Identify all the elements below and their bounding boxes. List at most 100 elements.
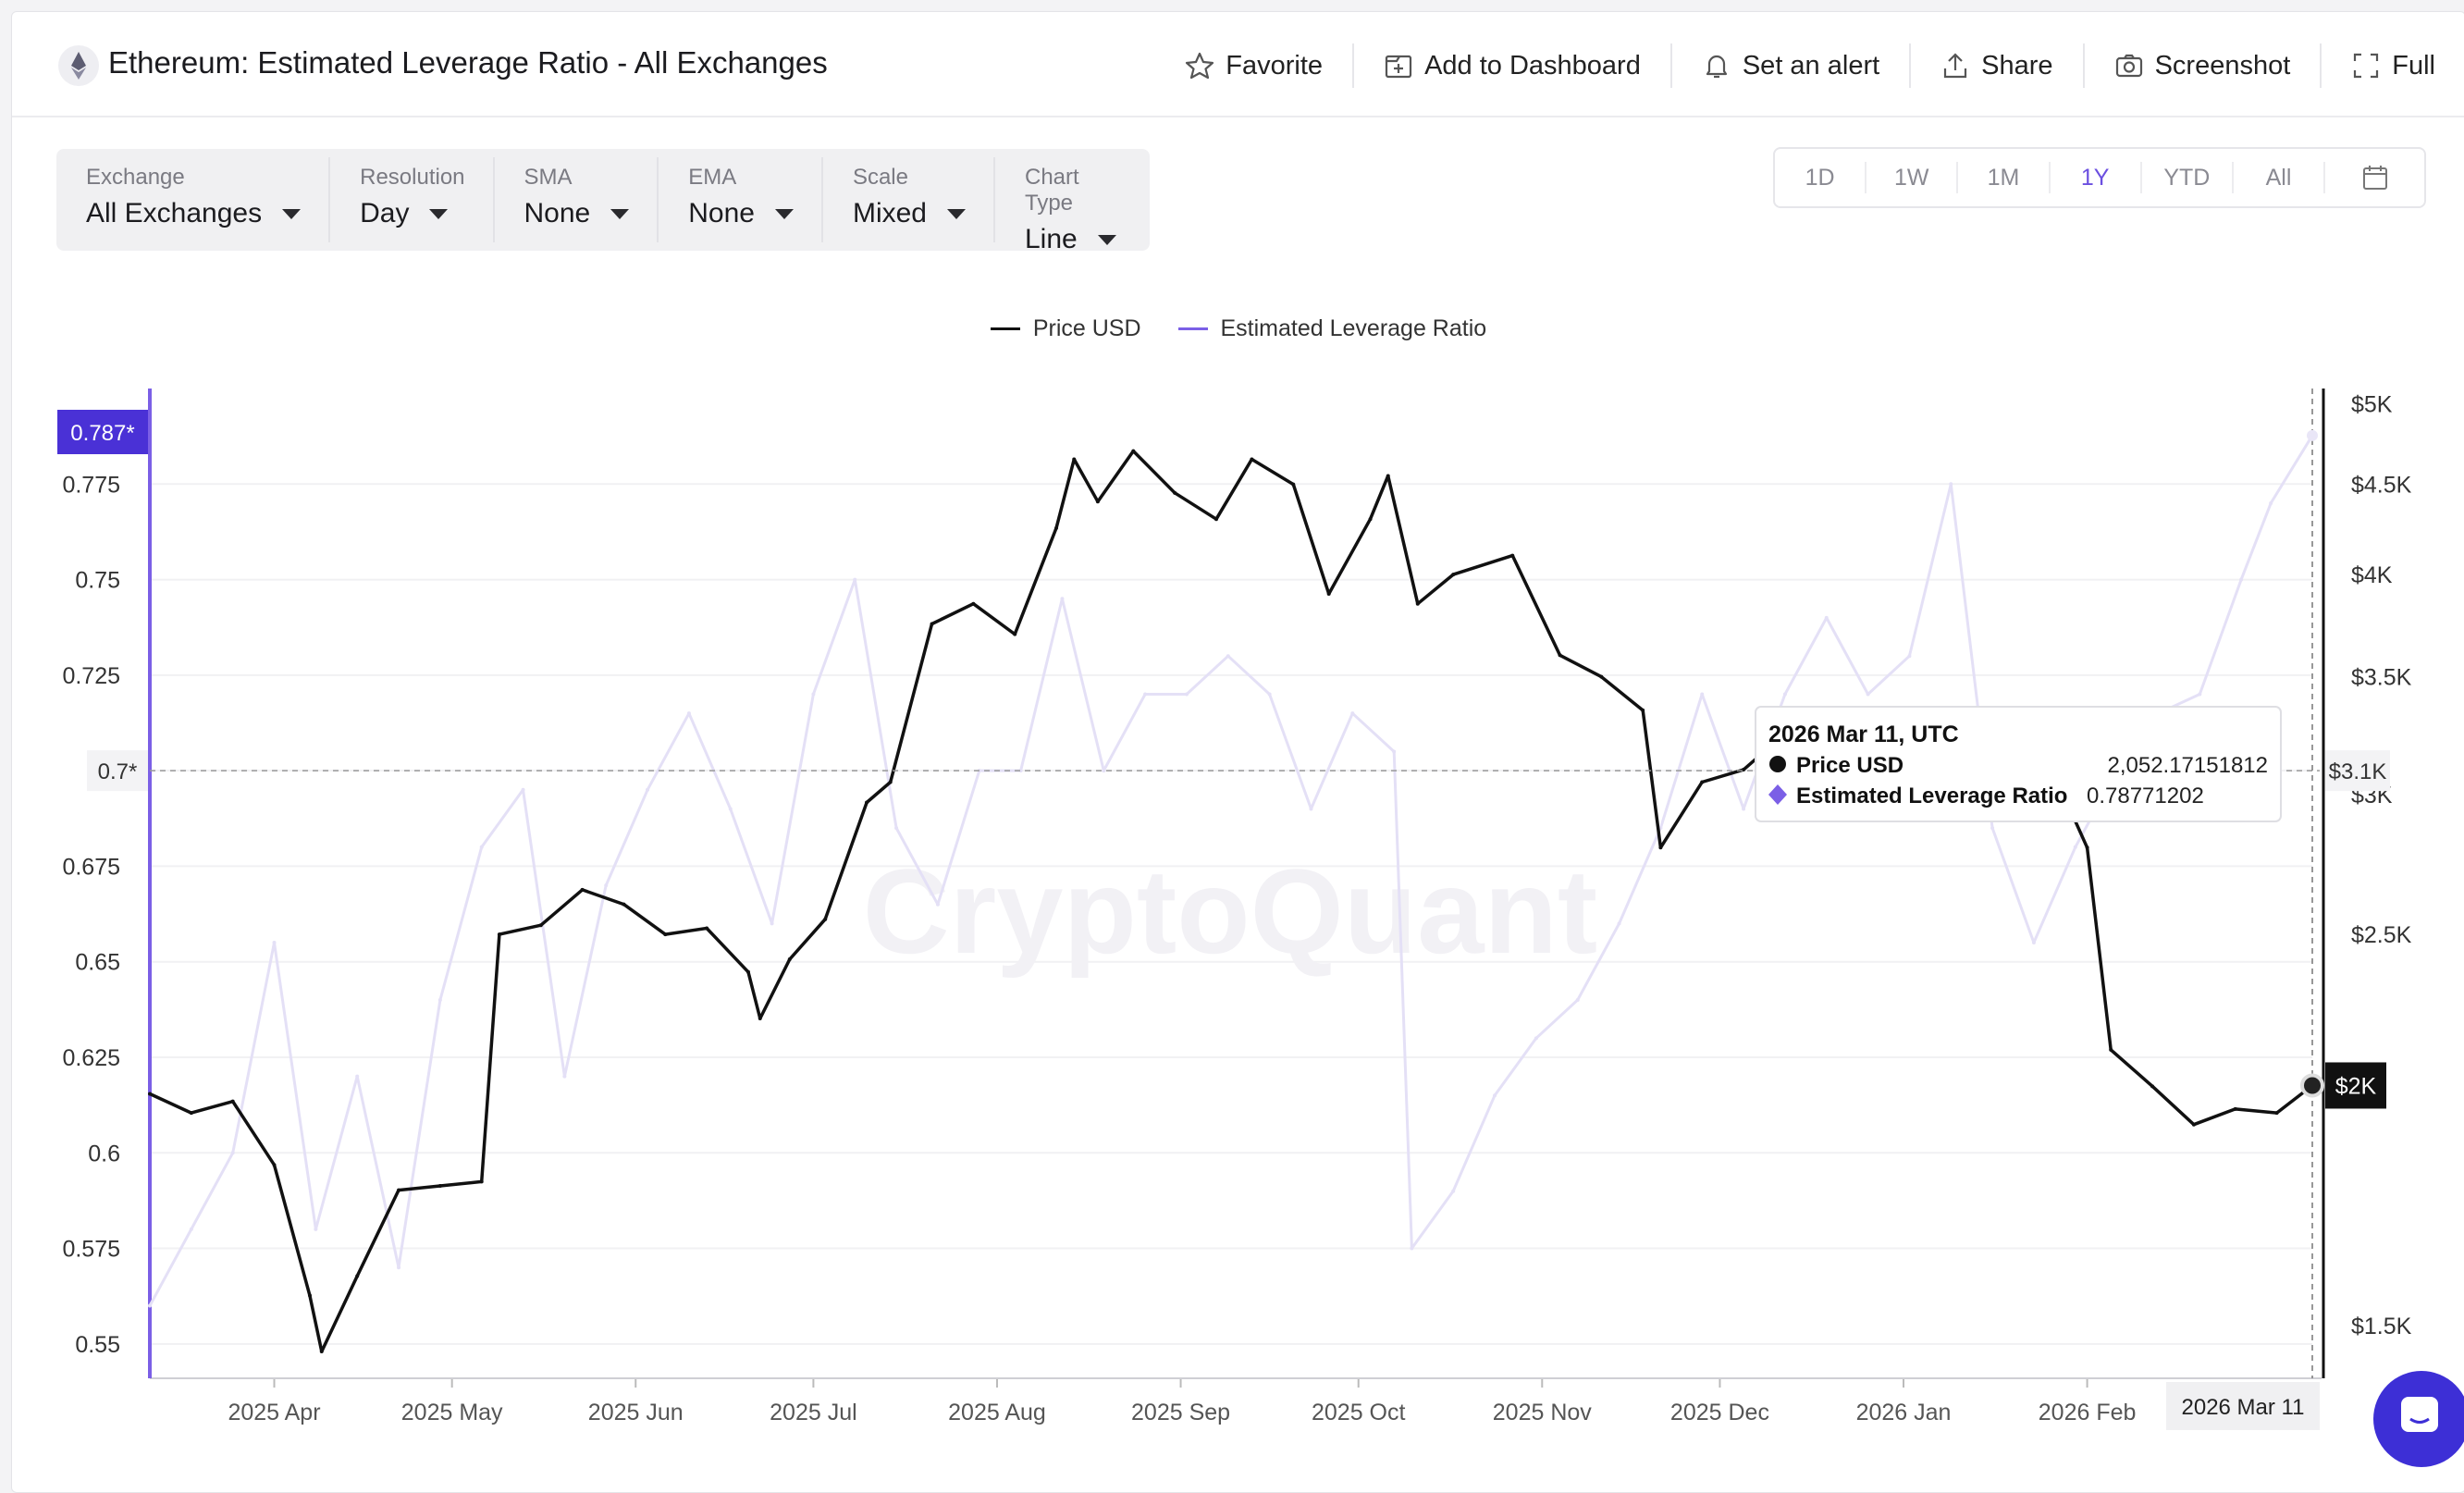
range-all-button[interactable]: All	[2234, 162, 2326, 193]
x-tick-label: 2025 May	[401, 1400, 503, 1425]
legend-label-price: Price USD	[1032, 315, 1141, 341]
x-tick-label: 2025 Dec	[1670, 1400, 1769, 1425]
cursor-badge-left	[57, 410, 148, 454]
share-button[interactable]: Share	[1909, 43, 2082, 88]
exchange-select[interactable]: Exchange All Exchanges	[56, 157, 331, 242]
price-point	[1095, 500, 1100, 504]
sma-select[interactable]: SMA None	[495, 157, 659, 242]
price-point	[1131, 449, 1136, 453]
range-1w-button[interactable]: 1W	[1866, 162, 1959, 193]
set-alert-button[interactable]: Set an alert	[1669, 43, 1909, 88]
leverage-point	[1866, 692, 1870, 697]
range-1m-button[interactable]: 1M	[1958, 162, 2051, 193]
caret-down-icon	[282, 208, 302, 219]
legend-item-price[interactable]: Price USD	[990, 315, 1141, 342]
price-point	[1013, 632, 1017, 636]
fullscreen-icon	[2354, 53, 2379, 79]
range-1y-button[interactable]: 1Y	[2051, 162, 2142, 193]
price-point	[1599, 674, 1604, 679]
price-point	[1250, 457, 1254, 462]
scale-select-value: Mixed	[852, 198, 927, 228]
cursor-badge-right	[2325, 1062, 2386, 1109]
leverage-point	[1742, 807, 1746, 811]
chart-type-select-value: Line	[1024, 224, 1078, 254]
tooltip-leverage-name: Estimated Leverage Ratio	[1796, 784, 2067, 808]
chart-type-select[interactable]: Chart Type Line	[995, 157, 1150, 254]
range-1d-button[interactable]: 1D	[1775, 162, 1867, 193]
y-right-tick-label: $5K	[2351, 391, 2393, 417]
leverage-point	[479, 845, 484, 849]
screenshot-label: Screenshot	[2154, 50, 2291, 80]
leverage-point	[1493, 1093, 1497, 1098]
price-point	[580, 887, 585, 892]
y-right-tick-label: $2.5K	[2351, 922, 2412, 948]
price-point	[355, 1274, 360, 1278]
price-point	[930, 622, 934, 626]
favorite-button[interactable]: Favorite	[1155, 43, 1352, 88]
chart-legend: Price USD Estimated Leverage Ratio	[12, 315, 2464, 342]
x-tick-label: 2025 Jun	[588, 1400, 684, 1425]
y-left-tick-label: 0.725	[62, 663, 120, 689]
leverage-point	[1309, 807, 1313, 811]
leverage-point	[1534, 1036, 1538, 1041]
filter-bar: Exchange All Exchanges Resolution Day SM…	[56, 149, 1150, 254]
cursor-point-price	[2300, 1073, 2324, 1098]
cursor-badge-right-label: $2K	[2335, 1073, 2377, 1099]
fullscreen-button[interactable]: Full	[2320, 43, 2464, 88]
x-tick-label: 2025 Nov	[1493, 1400, 1593, 1425]
leverage-point	[1617, 921, 1621, 926]
tooltip-price-value: 2,052.17151812	[2107, 753, 2268, 778]
screenshot-button[interactable]: Screenshot	[2082, 43, 2321, 88]
legend-item-leverage[interactable]: Estimated Leverage Ratio	[1177, 315, 1486, 342]
range-ytd-button[interactable]: YTD	[2142, 162, 2234, 193]
time-range-selector: 1D 1W 1M 1Y YTD All	[1773, 147, 2426, 208]
y-left-tick-label: 0.65	[75, 950, 120, 976]
x-tick-label: 2025 Sep	[1131, 1400, 1230, 1425]
leverage-point	[437, 998, 442, 1003]
x-tick-label: 2026 Feb	[2039, 1400, 2137, 1425]
y-right-tick-label: $3.5K	[2351, 665, 2412, 691]
fullscreen-label: Full	[2392, 50, 2435, 80]
sma-select-label: SMA	[524, 165, 573, 190]
caret-down-icon	[946, 208, 966, 219]
leverage-point	[1949, 482, 1953, 487]
leverage-point	[1990, 826, 1995, 831]
watermark: CryptoQuant	[863, 844, 1597, 979]
price-point	[1291, 482, 1296, 487]
leverage-point	[604, 883, 609, 888]
chat-support-button[interactable]	[2373, 1371, 2464, 1467]
resolution-select[interactable]: Resolution Day	[330, 157, 495, 242]
tooltip-leverage-marker	[1768, 784, 1787, 805]
leverage-point	[2198, 692, 2202, 697]
resolution-select-label: Resolution	[360, 165, 465, 190]
cursor-date-badge	[2166, 1382, 2320, 1430]
leverage-point	[894, 826, 899, 831]
price-point	[823, 917, 828, 921]
exchange-select-value: All Exchanges	[86, 198, 263, 228]
leverage-point	[1350, 711, 1355, 716]
add-to-dashboard-button[interactable]: Add to Dashboard	[1352, 43, 1670, 88]
calendar-icon	[2362, 166, 2387, 190]
resolution-select-value: Day	[360, 198, 410, 228]
share-label: Share	[1981, 50, 2053, 80]
price-point	[1742, 768, 1746, 772]
price-point	[971, 601, 976, 606]
legend-swatch-price	[990, 327, 1020, 330]
y-left-tick-label: 0.775	[62, 472, 120, 498]
price-point	[1386, 474, 1390, 478]
calendar-button[interactable]	[2325, 162, 2424, 193]
chart-header: Ethereum: Estimated Leverage Ratio - All…	[12, 12, 2464, 117]
scale-select[interactable]: Scale Mixed	[823, 157, 995, 242]
price-point	[1658, 845, 1663, 850]
leverage-point	[1410, 1246, 1414, 1251]
leverage-point	[2269, 500, 2273, 505]
price-point	[1415, 601, 1420, 606]
y-left-tick-label: 0.75	[75, 568, 120, 594]
dashboard-add-icon	[1385, 55, 1412, 79]
cursor-badge-left-label: 0.787*	[70, 421, 134, 446]
y-right-tick-label: $4K	[2351, 562, 2393, 588]
ema-select[interactable]: EMA None	[659, 157, 823, 242]
price-point	[148, 1092, 152, 1096]
price-point	[745, 969, 750, 974]
